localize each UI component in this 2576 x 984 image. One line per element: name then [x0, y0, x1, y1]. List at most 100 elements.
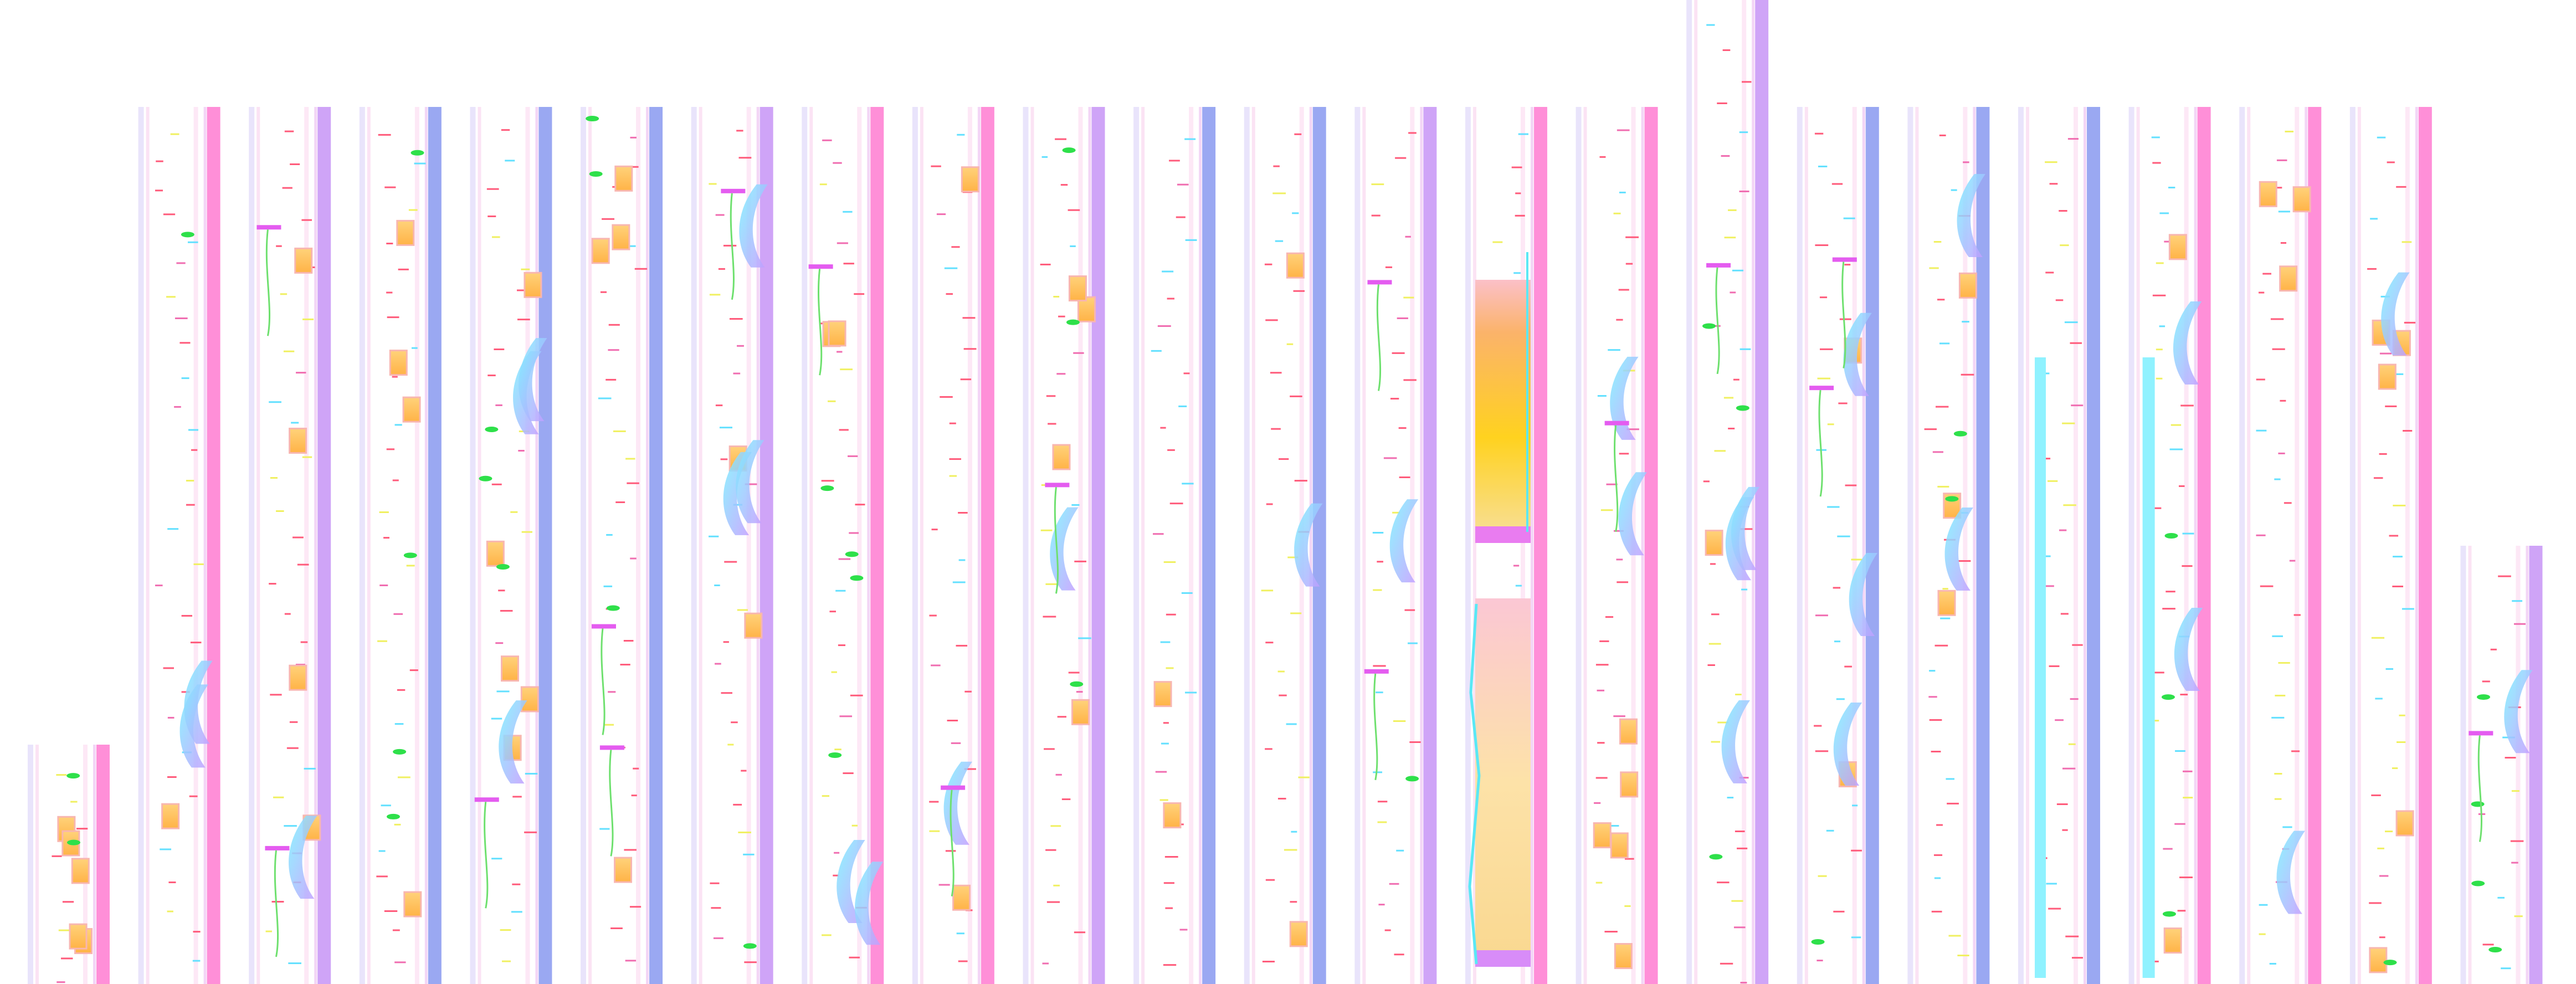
column-right-strip [870, 107, 884, 984]
magenta-cap [941, 785, 966, 790]
orange-block [744, 612, 763, 639]
dash [2059, 529, 2067, 531]
dash [2045, 161, 2057, 163]
dash [1153, 533, 1164, 535]
column [1354, 107, 1437, 984]
column-background [1244, 107, 1326, 984]
dash [1294, 133, 1302, 135]
dash [1515, 214, 1525, 217]
dash [731, 721, 738, 724]
orange-block [289, 664, 307, 691]
dash [1151, 350, 1162, 352]
dash [1292, 212, 1299, 214]
dash [296, 372, 306, 374]
dash [2049, 665, 2060, 667]
column-right-edge [424, 107, 428, 984]
dash [2274, 798, 2282, 800]
dash [1181, 592, 1193, 594]
orange-block [1614, 943, 1633, 970]
dash [615, 501, 625, 504]
orange-block [2292, 186, 2311, 213]
column-right-edge [93, 745, 96, 984]
dash [2151, 136, 2160, 139]
dash [2274, 773, 2282, 775]
cyan-curve [1843, 312, 1872, 396]
dash [397, 689, 406, 691]
column-left-tint [588, 107, 592, 984]
green-mark [2164, 532, 2178, 539]
column-right-strip [2529, 546, 2543, 984]
dash [1392, 511, 1400, 514]
column-right-edge [1420, 107, 1423, 984]
large-block [1475, 598, 1531, 964]
orange-block [2279, 265, 2298, 292]
column-right-edge [314, 107, 317, 984]
dash [2291, 750, 2300, 752]
dash [2062, 422, 2075, 424]
dash [284, 613, 291, 615]
dash [289, 721, 298, 723]
column-left-tint [35, 745, 39, 984]
column-left-tint [1472, 107, 1476, 984]
dash [1838, 402, 1848, 404]
column [912, 107, 994, 984]
dash [834, 749, 841, 751]
column-inner-tint [525, 107, 530, 984]
column-right-strip [1533, 107, 1547, 984]
dash [2056, 803, 2068, 806]
dash [2282, 826, 2292, 828]
dash [600, 291, 607, 293]
dash [1939, 342, 1950, 345]
dash [2259, 904, 2268, 906]
magenta-cap [1367, 280, 1392, 285]
column-background [470, 107, 552, 984]
dash [2156, 348, 2163, 351]
dash [2156, 377, 2163, 380]
dash [193, 563, 204, 565]
column-left-tint [2349, 107, 2356, 984]
dash [958, 559, 966, 561]
dash [1839, 318, 1851, 320]
dash [190, 642, 202, 644]
green-stem [1818, 390, 1823, 497]
column-inner-tint [1963, 107, 1968, 984]
dash [1597, 689, 1605, 691]
dash [70, 801, 78, 803]
column-left-tint [1576, 107, 1582, 984]
dash [1061, 798, 1071, 801]
dash [958, 960, 968, 962]
cyan-curve [513, 351, 542, 434]
dash [379, 585, 388, 587]
dash [2387, 161, 2395, 163]
dash [1946, 778, 1954, 780]
dash [838, 644, 846, 647]
dash [1371, 214, 1381, 217]
dash [1264, 263, 1272, 265]
dash [2258, 291, 2265, 294]
dash [1393, 720, 1406, 722]
dash [1404, 609, 1415, 611]
dash [516, 289, 526, 291]
dash [1624, 905, 1631, 907]
dash [1613, 530, 1624, 532]
column-left-tint [1583, 107, 1587, 984]
dash [2377, 847, 2384, 849]
dash [1265, 879, 1275, 881]
green-mark [1405, 776, 1419, 782]
dash [931, 529, 938, 531]
dash [2272, 348, 2285, 350]
dash [2505, 757, 2516, 759]
dash [284, 825, 297, 827]
dash [501, 960, 511, 962]
dash [737, 345, 744, 347]
green-mark [1702, 323, 1716, 329]
dash [1272, 192, 1286, 194]
dash [500, 929, 511, 931]
dash [1625, 236, 1639, 238]
dash [834, 852, 840, 854]
dash [1851, 849, 1862, 852]
dash [2262, 273, 2272, 275]
large-block [1475, 280, 1531, 543]
dash [843, 263, 854, 265]
